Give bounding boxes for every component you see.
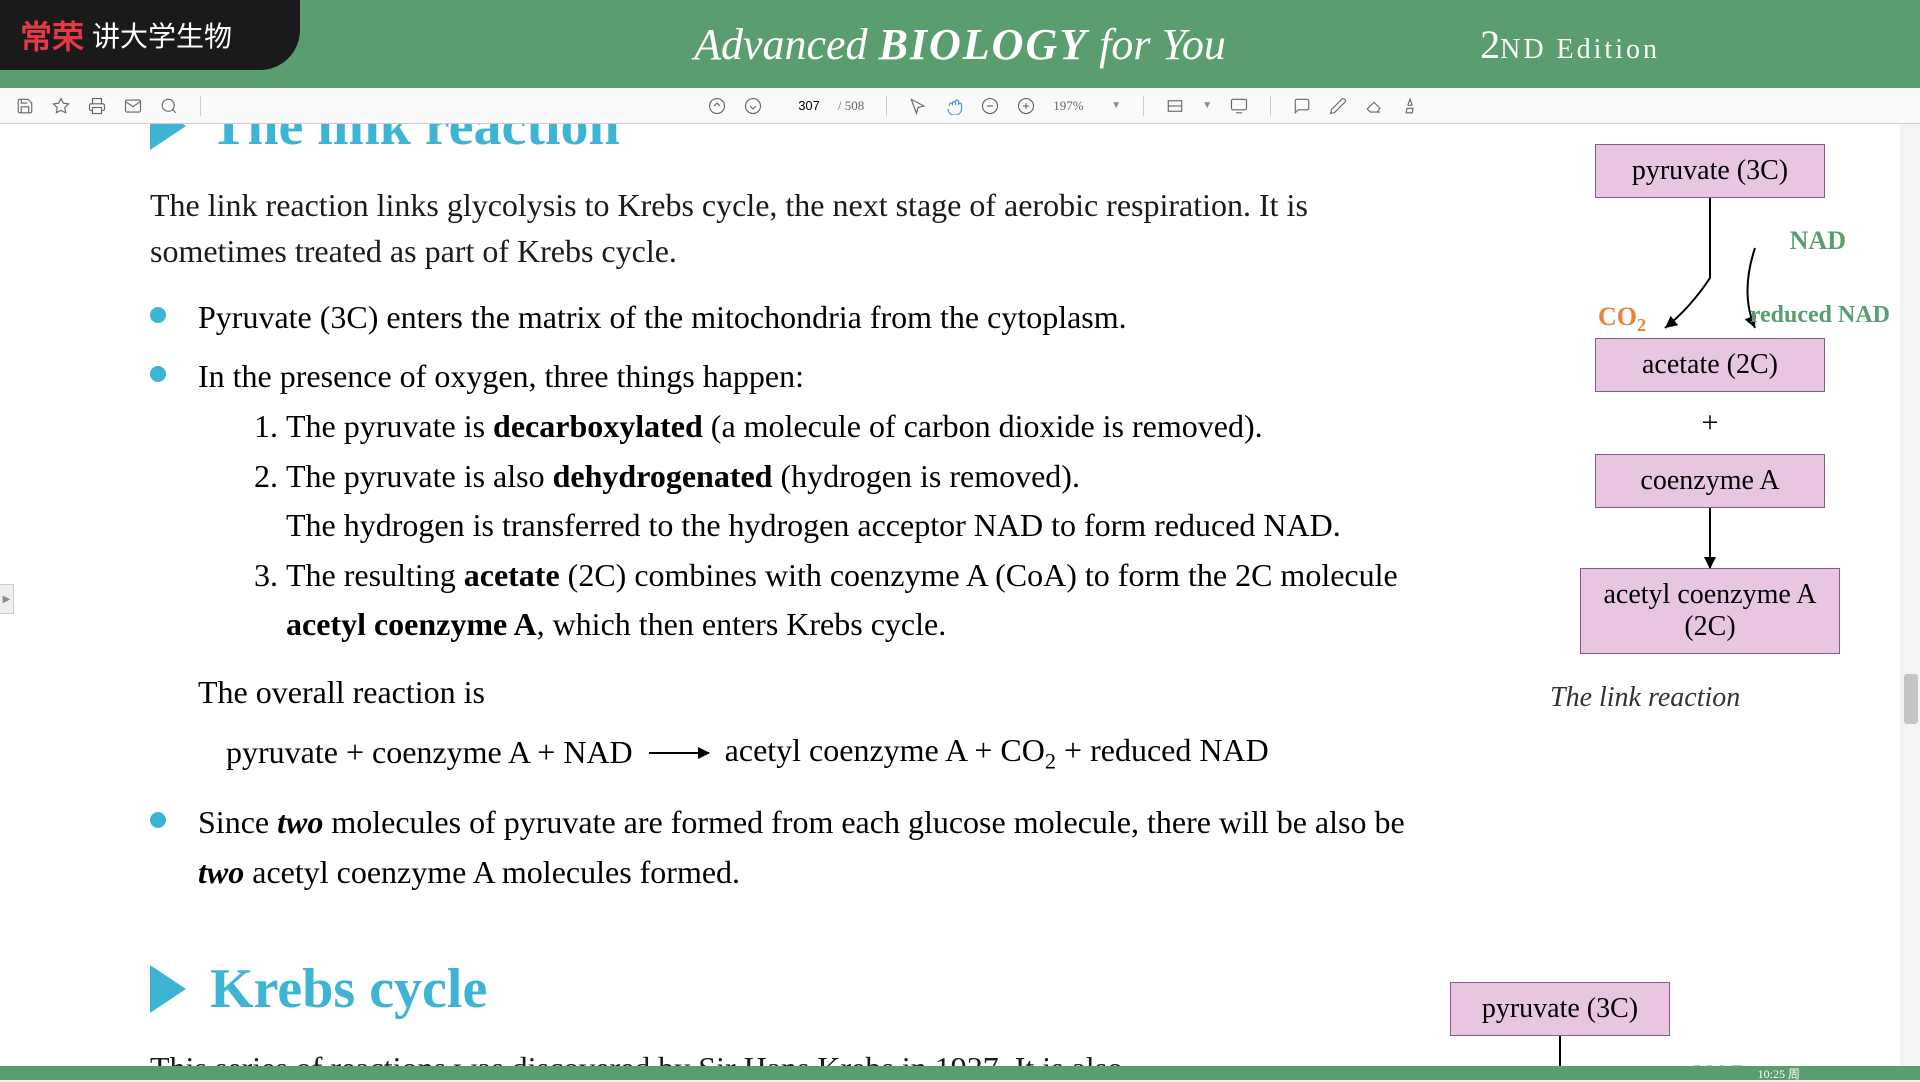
plus-symbol: + <box>1540 406 1880 440</box>
section-heading-link-reaction: The link reaction <box>150 124 1770 158</box>
page-total: / 508 <box>838 98 864 114</box>
overall-label: The overall reaction is <box>198 668 1430 718</box>
link-reaction-diagram: pyruvate (3C) CO2 NAD reduced NAD acetat… <box>1540 144 1880 714</box>
intro-paragraph: The link reaction links glycolysis to Kr… <box>150 182 1430 275</box>
bottom-bar: 10:25 周 <box>0 1066 1920 1080</box>
scrollbar-thumb[interactable] <box>1904 674 1918 724</box>
arrow-icon <box>649 752 709 754</box>
pdf-toolbar: / 508 197% ▼ ▼ <box>0 88 1920 124</box>
scrollbar[interactable] <box>1900 124 1920 1066</box>
arrow-down-icon <box>1559 1036 1561 1066</box>
bullet-list: Since two molecules of pyruvate are form… <box>150 798 1430 897</box>
cursor-icon[interactable] <box>909 97 927 115</box>
mail-icon[interactable] <box>124 97 142 115</box>
diagram-box-acetate: acetate (2C) <box>1595 338 1825 392</box>
nad-label: NAD <box>1790 226 1846 256</box>
zoom-in-icon[interactable] <box>1017 97 1035 115</box>
page-number-input[interactable] <box>780 98 820 113</box>
bullet-item: Pyruvate (3C) enters the matrix of the m… <box>150 293 1430 343</box>
document-viewport: ▶ The link reaction The link reaction li… <box>0 124 1920 1066</box>
toolbar-separator <box>1143 96 1144 116</box>
bullet-item: In the presence of oxygen, three things … <box>150 352 1430 717</box>
hand-icon[interactable] <box>945 97 963 115</box>
numbered-item: The pyruvate is decarboxylated (a molecu… <box>286 402 1430 452</box>
presentation-icon[interactable] <box>1230 97 1248 115</box>
diagram-box-acetyl: acetyl coenzyme A(2C) <box>1580 568 1840 654</box>
toolbar-separator <box>1270 96 1271 116</box>
diagram-box-pyruvate-2: pyruvate (3C) <box>1450 982 1670 1036</box>
highlight-icon[interactable] <box>1401 97 1419 115</box>
toolbar-separator <box>886 96 887 116</box>
diagram-box-coenzyme: coenzyme A <box>1595 454 1825 508</box>
pencil-icon[interactable] <box>1329 97 1347 115</box>
numbered-item: The pyruvate is also dehydrogenated (hyd… <box>286 452 1430 551</box>
save-icon[interactable] <box>16 97 34 115</box>
book-title: Advanced BIOLOGY for You <box>694 19 1226 70</box>
bullet-list: Pyruvate (3C) enters the matrix of the m… <box>150 293 1430 718</box>
edition-label: 2ND Edition <box>1480 21 1660 68</box>
zoom-dropdown-icon[interactable]: ▼ <box>1111 100 1121 111</box>
logo-chinese: 常荣 <box>20 12 84 58</box>
star-icon[interactable] <box>52 97 70 115</box>
bullet-item: Since two molecules of pyruvate are form… <box>150 798 1430 897</box>
co2-label: CO2 <box>1598 302 1646 336</box>
fit-width-icon[interactable] <box>1166 97 1184 115</box>
arrow-down-icon <box>1709 508 1711 568</box>
page-content: The link reaction The link reaction link… <box>0 124 1920 1066</box>
diagram-caption: The link reaction <box>1550 682 1880 714</box>
logo-text: 讲大学生物 <box>92 15 232 55</box>
page-up-icon[interactable] <box>708 97 726 115</box>
eraser-icon[interactable] <box>1365 97 1383 115</box>
clock-label: 10:25 周 <box>1758 1065 1800 1082</box>
krebs-diagram-partial: pyruvate (3C) NAD <box>1430 982 1690 1066</box>
reaction-equation: pyruvate + coenzyme A + NAD acetyl coenz… <box>150 732 1770 774</box>
triangle-icon <box>150 124 186 150</box>
app-logo: 常荣 讲大学生物 <box>0 0 300 70</box>
search-icon[interactable] <box>160 97 178 115</box>
toolbar-separator <box>200 96 201 116</box>
title-bar: 常荣 讲大学生物 Advanced BIOLOGY for You 2ND Ed… <box>0 0 1920 88</box>
krebs-paragraph: This series of reactions was discovered … <box>150 1045 1170 1066</box>
comment-icon[interactable] <box>1293 97 1311 115</box>
numbered-item: The resulting acetate (2C) combines with… <box>286 551 1430 650</box>
page-down-icon[interactable] <box>744 97 762 115</box>
fit-dropdown-icon[interactable]: ▼ <box>1202 100 1212 111</box>
numbered-list: The pyruvate is decarboxylated (a molecu… <box>198 402 1430 650</box>
zoom-out-icon[interactable] <box>981 97 999 115</box>
zoom-value[interactable]: 197% <box>1053 98 1093 114</box>
diagram-box-pyruvate: pyruvate (3C) <box>1595 144 1825 198</box>
diagram-split-arrows: CO2 NAD reduced NAD <box>1580 198 1840 338</box>
triangle-icon <box>150 965 186 1013</box>
print-icon[interactable] <box>88 97 106 115</box>
reduced-nad-label: reduced NAD <box>1750 302 1890 329</box>
